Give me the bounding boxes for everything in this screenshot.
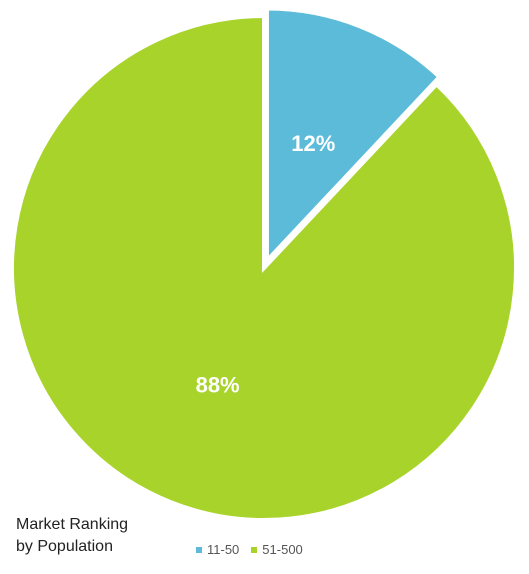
legend-item-11-50: 11-50	[196, 542, 239, 557]
legend-swatch-11-50	[196, 546, 202, 553]
legend-label-51-500: 51-500	[262, 542, 303, 557]
legend-title-line-1: Market Ranking	[16, 516, 129, 533]
legend-title: Market Ranking by Population	[16, 514, 186, 558]
legend-title-line-2: by Population	[16, 538, 113, 555]
pie-slice-11-50	[264, 6, 443, 266]
data-label-11-50: 12%	[291, 131, 335, 156]
pie-slice-51-500	[10, 13, 518, 522]
data-label-51-500: 88%	[196, 373, 240, 398]
legend: 11-50 51-500	[196, 542, 315, 557]
legend-item-51-500: 51-500	[251, 542, 303, 557]
legend-swatch-51-500	[251, 546, 258, 553]
legend-label-11-50: 11-50	[207, 542, 240, 557]
